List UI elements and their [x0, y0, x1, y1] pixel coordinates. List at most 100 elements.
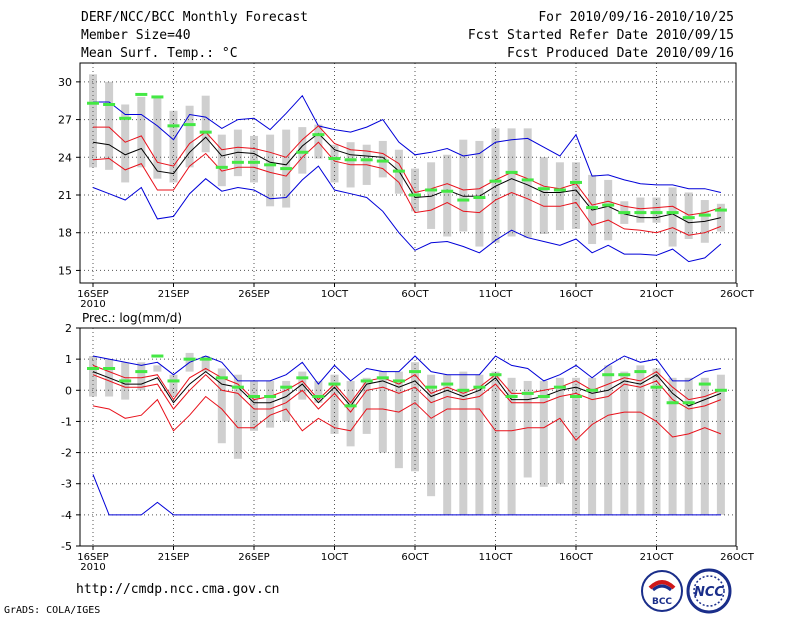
bcc-logo-text: BCC [652, 597, 672, 607]
spread-box [314, 380, 323, 403]
spread-box [394, 371, 403, 469]
spread-box [539, 380, 548, 487]
max-line [93, 94, 722, 193]
spread-box [121, 104, 130, 183]
spread-box [539, 157, 548, 234]
x-tick-label: 16SEP [77, 289, 108, 300]
plot-frame [79, 327, 737, 547]
spread-box [169, 110, 178, 183]
x-tick-label: 16SEP [77, 552, 108, 563]
spread-box [604, 365, 613, 515]
footer-url[interactable]: http://cmdp.ncc.cma.gov.cn [76, 582, 280, 597]
x-tick-year: 2010 [80, 562, 105, 573]
x-tick-label: 16OCT [559, 552, 594, 563]
spread-box [636, 365, 645, 515]
spread-box [89, 74, 97, 168]
spread-box [491, 128, 500, 243]
x-tick-label: 21SEP [158, 289, 189, 300]
spread-box [443, 154, 452, 237]
x-tick-label: 21SEP [158, 552, 189, 563]
spread-box [668, 377, 677, 515]
y-tick-label: 2 [65, 322, 72, 335]
spread-box [250, 380, 258, 431]
spread-box [411, 168, 419, 212]
precip-axis-label: Prec.: log(mm/d) [82, 311, 182, 325]
x-tick-label: 26SEP [238, 289, 269, 300]
spread-box [652, 197, 661, 223]
x-tick-label: 6OCT [401, 552, 429, 563]
spread-box [233, 374, 242, 459]
min-line [92, 165, 722, 263]
y-tick-label: 24 [58, 151, 72, 164]
y-tick-label: 21 [58, 189, 72, 202]
spread-box [346, 380, 355, 447]
spread-box [298, 127, 307, 174]
x-tick-label: 21OCT [640, 552, 675, 563]
spread-box [475, 374, 484, 515]
spread-box [604, 179, 613, 241]
x-tick-label: 11OCT [479, 289, 514, 300]
spread-box [201, 356, 210, 372]
bcc-logo: BCC [641, 570, 683, 612]
spread-box [298, 371, 307, 400]
spread-box [459, 139, 468, 232]
x-tick-label: 16OCT [559, 289, 594, 300]
spread-box [201, 95, 210, 153]
spread-box [443, 374, 452, 515]
spread-box [153, 365, 162, 372]
spread-box [185, 105, 194, 168]
spread-box [588, 377, 597, 515]
spread-box [459, 371, 468, 515]
y-tick-label: -5 [61, 540, 72, 553]
x-tick-label: 6OCT [401, 289, 429, 300]
spread-box [427, 374, 436, 497]
ensemble-mean-line [92, 132, 722, 224]
y-tick-label: 0 [65, 384, 72, 397]
max-line [92, 355, 721, 385]
refer-date: Fcst Started Refer Date 2010/09/15 [467, 28, 734, 43]
upper-spread-line [92, 364, 722, 404]
lower-spread-line [92, 395, 722, 441]
x-tick-label: 1OCT [321, 552, 349, 563]
spread-box [652, 368, 661, 515]
spread-box [217, 134, 226, 187]
lower-spread-line [92, 141, 722, 236]
y-tick-label: -4 [61, 509, 72, 522]
lower-spread-line [92, 374, 722, 413]
spread-box [684, 377, 693, 515]
member-size-label: Member Size=40 [81, 28, 191, 43]
y-tick-label: -2 [61, 447, 72, 460]
spread-box [169, 374, 178, 397]
ncc-logo: NCC [686, 568, 732, 614]
spread-box [266, 380, 275, 428]
ensemble-mean-line [92, 370, 722, 407]
x-tick-label: 11OCT [479, 552, 514, 563]
spread-box [427, 162, 436, 229]
y-tick-label: -1 [61, 415, 72, 428]
spread-box [572, 377, 580, 515]
plot-frame [79, 62, 737, 284]
x-tick-label: 1OCT [321, 289, 349, 300]
spread-box [684, 192, 693, 239]
spread-box [475, 140, 484, 247]
min-line [92, 474, 721, 516]
ncc-logo-text: NCC [694, 585, 724, 600]
spread-box [555, 162, 564, 231]
spread-box [523, 128, 532, 238]
spread-box [266, 134, 275, 207]
spread-box [137, 362, 146, 391]
y-tick-label: -3 [61, 478, 72, 491]
spread-box [620, 371, 629, 515]
spread-box [137, 96, 146, 168]
spread-box [378, 140, 387, 178]
spread-box [362, 377, 371, 434]
y-tick-label: 30 [58, 76, 72, 89]
x-tick-label: 26SEP [238, 552, 269, 563]
spread-box [282, 380, 291, 422]
spread-box [523, 380, 532, 478]
forecast-period: For 2010/09/16-2010/10/25 [538, 10, 734, 25]
spread-box [700, 377, 709, 515]
chart-title: DERF/NCC/BCC Monthly Forecast [81, 10, 308, 25]
